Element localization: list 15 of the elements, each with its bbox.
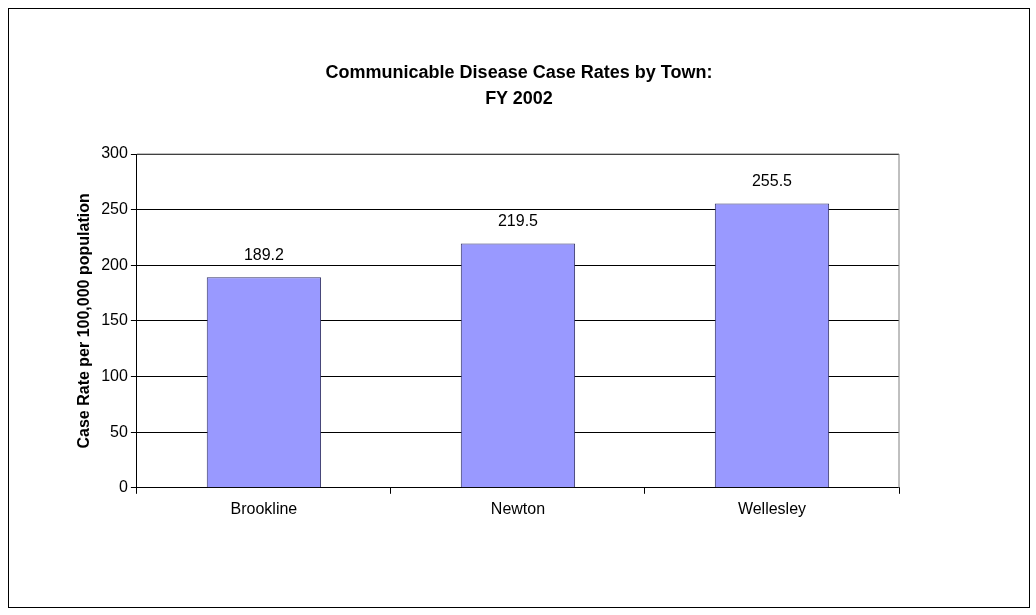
y-tick-label: 0 <box>118 478 128 496</box>
y-axis-title: Case Rate per 100,000 population <box>75 193 93 449</box>
data-label: 255.5 <box>751 171 793 189</box>
y-tick-label: 50 <box>110 422 128 440</box>
y-tick-label: 200 <box>101 255 128 273</box>
data-label: 219.5 <box>497 211 539 229</box>
y-tick-label: 300 <box>101 144 128 162</box>
chart-title: Communicable Disease Case Rates by Town: FY 2002 <box>324 61 714 110</box>
y-tick-label: 100 <box>101 366 128 384</box>
x-tick-label: Wellesley <box>737 499 807 517</box>
y-tick-label: 150 <box>101 311 128 329</box>
x-tick-label: Newton <box>490 499 546 517</box>
data-label: 189.2 <box>243 245 285 263</box>
y-tick-label: 250 <box>101 200 128 218</box>
x-tick-label: Brookline <box>230 499 298 517</box>
